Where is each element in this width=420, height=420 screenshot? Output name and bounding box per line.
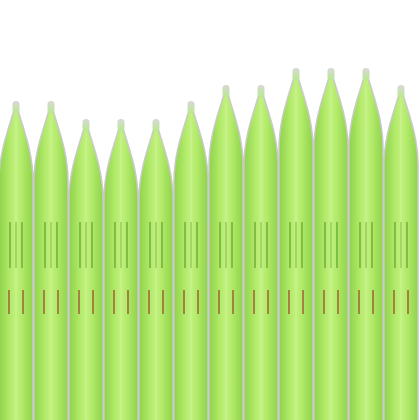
stalk-3: [68, 119, 104, 420]
stalk-6: [173, 101, 209, 420]
stalk-7: [208, 85, 244, 420]
stalk-tip: [327, 68, 335, 80]
stalk-tip: [12, 101, 20, 113]
stalk-tip: [47, 101, 55, 113]
stalk-10: [313, 68, 349, 420]
stalk-tip: [292, 68, 300, 80]
stalk-tip: [152, 119, 160, 131]
stalk-9: [278, 68, 314, 420]
stalk-tip: [257, 85, 265, 97]
stalk-1: [0, 101, 34, 420]
stalk-2: [33, 101, 69, 420]
stalk-tip: [117, 119, 125, 131]
stalk-5: [138, 119, 174, 420]
stalk-tip: [362, 68, 370, 80]
stalk-tip: [222, 85, 230, 97]
stalk-group: [0, 68, 419, 420]
stalk-4: [103, 119, 139, 420]
stalk-8: [243, 85, 279, 420]
stalk-12: [383, 85, 419, 420]
stalk-tip: [187, 101, 195, 113]
stalk-tip: [82, 119, 90, 131]
stalk-11: [348, 68, 384, 420]
stalk-tip: [397, 85, 405, 97]
